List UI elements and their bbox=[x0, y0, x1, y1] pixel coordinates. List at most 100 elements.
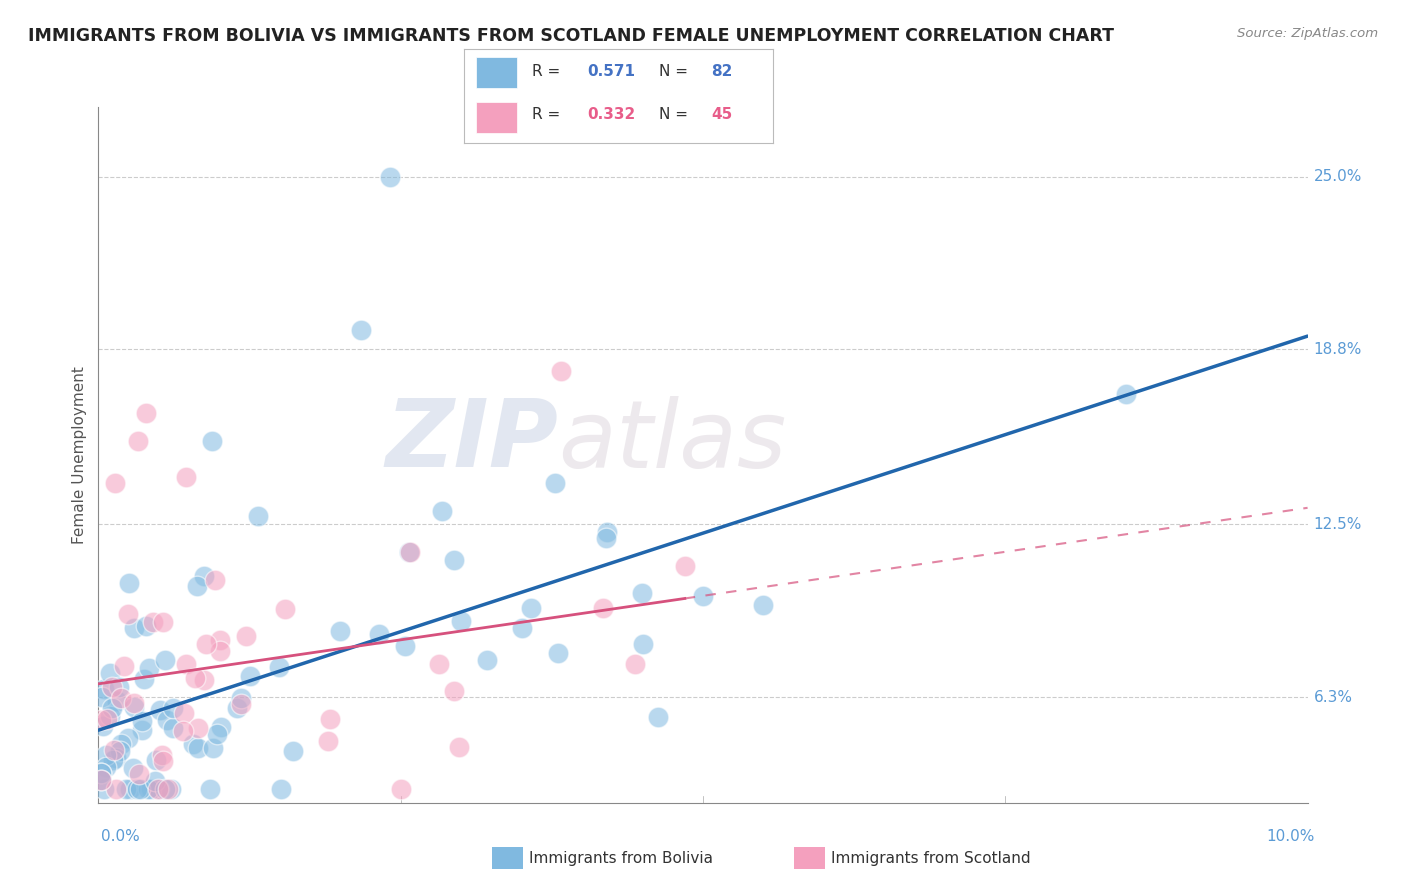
Point bbox=[443, 553, 465, 567]
Point bbox=[1115, 387, 1137, 401]
Point bbox=[142, 615, 165, 629]
Point bbox=[208, 633, 231, 648]
Point bbox=[93, 781, 115, 796]
Point bbox=[122, 621, 145, 635]
Text: atlas: atlas bbox=[558, 395, 786, 486]
Point bbox=[108, 744, 131, 758]
Point bbox=[105, 751, 128, 765]
Point bbox=[103, 753, 125, 767]
Point bbox=[131, 714, 153, 729]
Point bbox=[127, 434, 149, 448]
Point bbox=[148, 781, 170, 796]
Point bbox=[155, 781, 177, 796]
Point bbox=[91, 719, 114, 733]
Point bbox=[93, 682, 115, 697]
Point bbox=[156, 713, 179, 727]
Text: Source: ZipAtlas.com: Source: ZipAtlas.com bbox=[1237, 27, 1378, 40]
Point bbox=[115, 781, 138, 796]
Point bbox=[101, 680, 124, 694]
Point bbox=[595, 531, 617, 545]
Point bbox=[90, 773, 112, 788]
Point bbox=[90, 765, 112, 780]
Point bbox=[96, 712, 118, 726]
Point bbox=[380, 169, 402, 184]
Point bbox=[110, 738, 132, 752]
Point bbox=[209, 644, 232, 658]
FancyBboxPatch shape bbox=[477, 56, 516, 88]
Point bbox=[112, 659, 135, 673]
Point bbox=[623, 657, 645, 671]
Point bbox=[550, 364, 572, 378]
Point bbox=[150, 748, 173, 763]
Point bbox=[201, 434, 224, 448]
Point bbox=[118, 576, 141, 591]
Point bbox=[450, 615, 472, 629]
Point bbox=[202, 741, 225, 756]
Point bbox=[181, 737, 204, 751]
Point bbox=[152, 754, 174, 768]
Text: Immigrants from Bolivia: Immigrants from Bolivia bbox=[529, 851, 713, 865]
Point bbox=[187, 721, 209, 735]
Point bbox=[229, 698, 252, 712]
Point bbox=[104, 475, 127, 490]
Point bbox=[91, 690, 114, 704]
Point bbox=[128, 767, 150, 781]
Point bbox=[398, 545, 420, 559]
Point bbox=[510, 621, 533, 635]
Point bbox=[430, 503, 453, 517]
Point bbox=[162, 721, 184, 735]
Text: 18.8%: 18.8% bbox=[1313, 342, 1362, 357]
Point bbox=[96, 760, 118, 774]
Point bbox=[131, 723, 153, 738]
Point bbox=[90, 766, 112, 780]
Text: 45: 45 bbox=[711, 107, 733, 122]
Point bbox=[198, 781, 221, 796]
Point bbox=[107, 693, 129, 707]
Point bbox=[394, 639, 416, 653]
Text: 0.571: 0.571 bbox=[588, 64, 636, 79]
Point bbox=[148, 781, 170, 796]
Point bbox=[520, 601, 543, 615]
Point bbox=[350, 323, 373, 337]
Point bbox=[152, 615, 174, 629]
Point bbox=[139, 781, 162, 796]
Point bbox=[225, 701, 247, 715]
Point bbox=[193, 569, 215, 583]
Point bbox=[122, 696, 145, 710]
Point bbox=[673, 559, 696, 574]
Point bbox=[105, 781, 128, 796]
Point bbox=[399, 545, 422, 559]
Point bbox=[101, 701, 124, 715]
Point bbox=[193, 673, 215, 688]
Point bbox=[121, 761, 143, 775]
Point bbox=[98, 708, 121, 723]
Text: R =: R = bbox=[531, 64, 565, 79]
Point bbox=[447, 740, 470, 755]
Point bbox=[319, 712, 342, 726]
Text: IMMIGRANTS FROM BOLIVIA VS IMMIGRANTS FROM SCOTLAND FEMALE UNEMPLOYMENT CORRELAT: IMMIGRANTS FROM BOLIVIA VS IMMIGRANTS FR… bbox=[28, 27, 1114, 45]
Point bbox=[103, 743, 125, 757]
Point bbox=[596, 524, 619, 539]
Point bbox=[173, 706, 195, 720]
Point bbox=[692, 590, 714, 604]
Point bbox=[176, 469, 198, 483]
Point bbox=[270, 781, 292, 796]
Text: 0.0%: 0.0% bbox=[101, 830, 141, 844]
Point bbox=[205, 727, 228, 741]
Point bbox=[90, 772, 112, 787]
Text: 10.0%: 10.0% bbox=[1267, 830, 1315, 844]
Point bbox=[316, 733, 339, 747]
Point bbox=[156, 781, 179, 796]
Point bbox=[90, 714, 112, 728]
Point bbox=[368, 627, 391, 641]
Point bbox=[443, 684, 465, 698]
Point bbox=[544, 475, 567, 490]
Point bbox=[631, 586, 654, 600]
Point bbox=[389, 781, 412, 796]
Point bbox=[138, 781, 160, 796]
Point bbox=[267, 660, 290, 674]
Point bbox=[186, 579, 208, 593]
Point bbox=[132, 672, 155, 686]
Point bbox=[127, 781, 149, 796]
Point bbox=[162, 701, 184, 715]
